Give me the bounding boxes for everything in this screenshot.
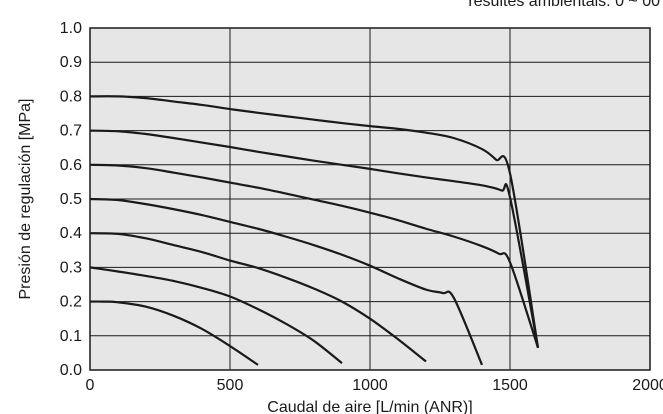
grid-lines	[90, 28, 650, 370]
y-tick-label: 0.3	[60, 259, 82, 276]
series-line-2	[89, 232, 427, 363]
y-tick-label: 0.6	[60, 157, 82, 174]
series-line-4	[89, 163, 540, 349]
y-tick-label: 0.1	[60, 328, 82, 345]
y-tick-label: 1.0	[60, 20, 82, 37]
y-tick-label: 0.5	[60, 191, 82, 208]
x-tick-label: 0	[86, 377, 95, 394]
y-tick-label: 0.4	[60, 225, 82, 242]
x-tick-label: 500	[217, 377, 244, 394]
y-tick-label: 0.2	[60, 294, 82, 311]
y-tick-label: 0.0	[60, 362, 82, 379]
x-tick-label: 1500	[492, 377, 528, 394]
x-axis-label: Caudal de aire [L/min (ANR)]	[267, 399, 472, 414]
series-lines	[89, 95, 540, 366]
header-fragment: resultes ambientals: 0 ~ 00	[468, 0, 660, 10]
y-tick-label: 0.9	[60, 54, 82, 71]
y-tick-labels: 0.0 0.1 0.2 0.3 0.4 0.5 0.6 0.7 0.8 0.9 1.0	[60, 20, 82, 379]
series-line-0	[89, 300, 259, 366]
x-tick-label: 1000	[352, 377, 388, 394]
y-tick-label: 0.8	[60, 88, 82, 105]
series-line-5	[89, 129, 540, 348]
series-line-6	[89, 95, 540, 348]
y-axis-label: Presión de regulación [MPa]	[17, 99, 34, 300]
y-tick-label: 0.7	[60, 123, 82, 140]
plot-frame	[89, 27, 651, 371]
series-line-1	[89, 266, 343, 365]
series-line-3	[89, 197, 484, 366]
